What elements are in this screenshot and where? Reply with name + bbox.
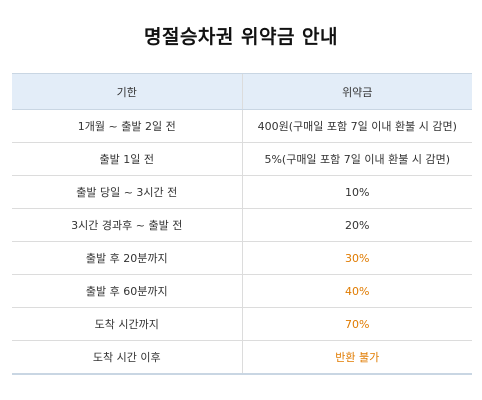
table-header: 기한 위약금 [12,73,472,110]
cell-period: 출발 1일 전 [12,142,242,176]
table-row: 출발 후 60분까지 40% [12,274,472,308]
header-row: 기한 위약금 [12,73,472,110]
penalty-table: 기한 위약금 1개월 ~ 출발 2일 전 400원(구매일 포함 7일 이내 환… [12,73,472,375]
table-row: 출발 당일 ~ 3시간 전 10% [12,175,472,209]
table-row: 1개월 ~ 출발 2일 전 400원(구매일 포함 7일 이내 환불 시 감면) [12,109,472,143]
cell-period: 1개월 ~ 출발 2일 전 [12,109,242,143]
cell-penalty-highlight: 70% [241,307,472,341]
cell-penalty: 400원(구매일 포함 7일 이내 환불 시 감면) [241,109,472,143]
cell-period: 도착 시간까지 [12,307,242,341]
header-period: 기한 [12,73,242,110]
cell-period: 출발 당일 ~ 3시간 전 [12,175,242,209]
penalty-table-container: 기한 위약금 1개월 ~ 출발 2일 전 400원(구매일 포함 7일 이내 환… [12,73,472,375]
cell-penalty-highlight: 40% [241,274,472,308]
cell-penalty-highlight: 30% [241,241,472,275]
header-penalty: 위약금 [241,73,472,110]
cell-penalty-highlight: 반환 불가 [241,340,472,375]
cell-period: 도착 시간 이후 [12,340,242,375]
table-body: 1개월 ~ 출발 2일 전 400원(구매일 포함 7일 이내 환불 시 감면)… [12,109,472,375]
page-title: 명절승차권 위약금 안내 [143,26,339,48]
cell-period: 출발 후 20분까지 [12,241,242,275]
table-row: 3시간 경과후 ~ 출발 전 20% [12,208,472,242]
cell-period: 3시간 경과후 ~ 출발 전 [12,208,242,242]
table-row: 출발 1일 전 5%(구매일 포함 7일 이내 환불 시 감면) [12,142,472,176]
table-row: 도착 시간까지 70% [12,307,472,341]
cell-period: 출발 후 60분까지 [12,274,242,308]
cell-penalty: 10% [241,175,472,209]
cell-penalty: 5%(구매일 포함 7일 이내 환불 시 감면) [241,142,472,176]
table-row: 도착 시간 이후 반환 불가 [12,340,472,375]
table-row: 출발 후 20분까지 30% [12,241,472,275]
cell-penalty: 20% [241,208,472,242]
